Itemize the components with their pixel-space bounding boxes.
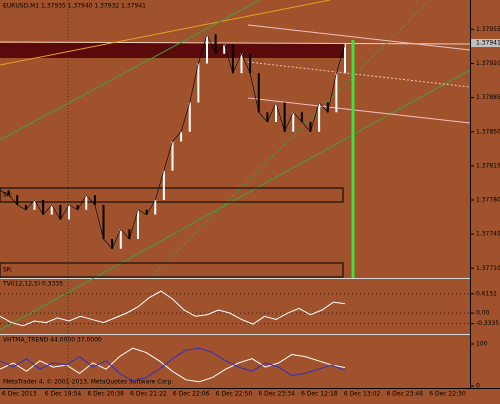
price-label: 100 — [476, 341, 488, 348]
current-price: 1.37941 — [476, 40, 500, 47]
chart-area — [0, 0, 470, 388]
time-label: 6 Dec 21:22 — [130, 391, 167, 398]
price-label: 0.6151 — [476, 290, 497, 297]
time-label: 6 Dec 22:50 — [216, 391, 253, 398]
trend-line-up — [0, 347, 346, 383]
symbol-info: EURUSD,M1 1.37935 1.37940 1.37932 1.3794… — [3, 3, 146, 10]
channel-line — [247, 97, 471, 124]
indicator-title: TVI(12,12,5) 0.3335 — [2, 281, 63, 288]
footer: MetaTrader 4, © 2001-2013, MetaQuotes So… — [3, 379, 173, 386]
time-label: 6 Dec 13:02 — [344, 391, 381, 398]
price-label: 1.37710 — [476, 265, 500, 272]
time-label: 6 Dec 19:54 — [45, 391, 82, 398]
price-label: 1.37955 — [476, 26, 500, 33]
trend-line — [0, 0, 331, 66]
tvi-line — [0, 290, 346, 327]
trend-line-down — [0, 347, 346, 382]
channel-midline — [247, 61, 471, 88]
time-label: 6 Dec 20:38 — [87, 391, 124, 398]
current-price-box — [471, 39, 500, 48]
channel-line — [149, 0, 431, 279]
time-label: 6 Dec 22:30 — [429, 391, 466, 398]
time-label: 6 Dec 23:34 — [258, 391, 295, 398]
price-label: 1.37920 — [476, 60, 500, 67]
price-label: 1.37850 — [476, 128, 500, 135]
sr-box — [0, 262, 344, 278]
price-label: 0.00 — [476, 310, 490, 317]
time-label: 6 Dec 22:06 — [173, 391, 210, 398]
time-label: 6 Dec 2013 — [2, 391, 37, 398]
time-label: 6 Dec 12:18 — [301, 391, 338, 398]
channel-line — [247, 24, 471, 51]
sr-box — [0, 187, 344, 203]
price-label: 1.37745 — [476, 231, 500, 238]
price-label: -0.3335 — [476, 320, 499, 327]
price-label: 1.37885 — [476, 94, 500, 101]
price-label: 1.37815 — [476, 162, 500, 169]
channel-line — [0, 69, 471, 331]
sr-label: SR: — [3, 267, 13, 274]
price-label: 0 — [476, 383, 480, 390]
horizontal-line — [0, 41, 471, 45]
channel-line — [0, 0, 261, 141]
price-line — [0, 33, 346, 250]
resistance-zone — [0, 43, 345, 58]
price-label: 1.37780 — [476, 197, 500, 204]
time-label: 6 Dec 23:46 — [387, 391, 424, 398]
indicator-title: VHTMA_TREND 44.0000 37.0000 — [3, 337, 102, 344]
